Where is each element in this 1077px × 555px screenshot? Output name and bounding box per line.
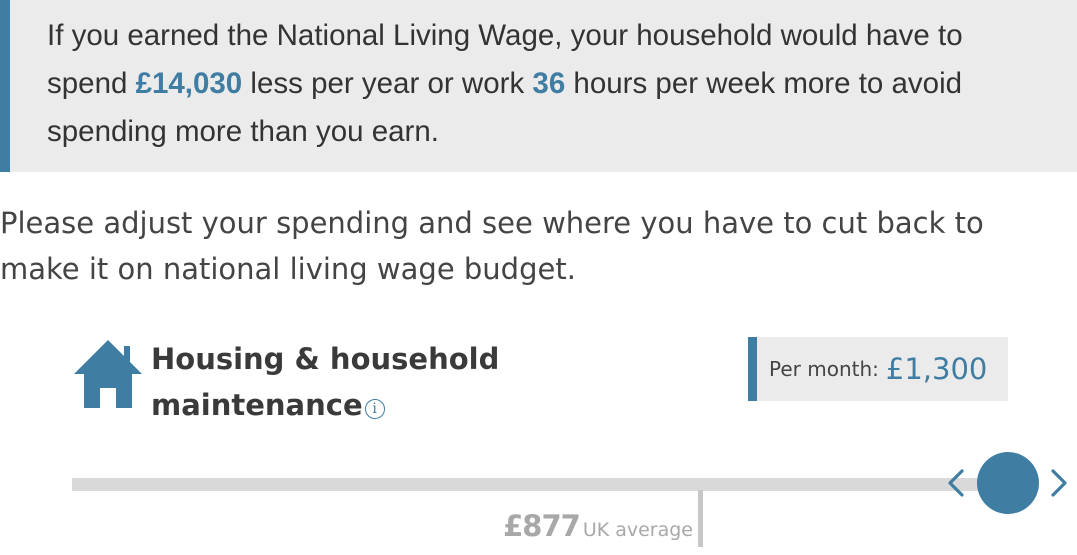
intro-line-1: Please adjust your spending and see wher… xyxy=(0,206,984,240)
category-title-line-1: Housing & household xyxy=(151,342,500,376)
spending-slider-track[interactable] xyxy=(72,478,988,491)
info-icon[interactable]: i xyxy=(364,399,385,419)
uk-average-caption: UK average xyxy=(582,519,693,541)
summary-line-2b: less per year or work xyxy=(242,67,533,100)
intro-line-2: make it on national living wage budget. xyxy=(0,252,576,286)
summary-callout: If you earned the National Living Wage, … xyxy=(0,0,1077,172)
chevron-right-icon[interactable] xyxy=(1046,466,1072,500)
category-title-line-2: maintenance xyxy=(151,388,363,422)
per-month-value: £1,300 xyxy=(885,352,988,386)
summary-line-2a: spend xyxy=(47,67,136,100)
per-month-label: Per month: xyxy=(769,357,879,381)
house-icon xyxy=(74,340,142,408)
uk-average-label: £877 UK average xyxy=(503,509,693,543)
spend-less-amount: £14,030 xyxy=(135,67,243,100)
per-month-box: Per month: £1,300 xyxy=(748,337,1008,401)
spending-slider-thumb[interactable] xyxy=(977,452,1039,514)
intro-text: Please adjust your spending and see wher… xyxy=(0,200,1077,292)
uk-average-value: £877 xyxy=(503,509,581,543)
summary-line-1: If you earned the National Living Wage, … xyxy=(47,19,963,52)
summary-line-3: spending more than you earn. xyxy=(47,115,439,148)
summary-text: If you earned the National Living Wage, … xyxy=(47,12,1077,156)
chevron-left-icon[interactable] xyxy=(943,466,969,500)
summary-line-2c: hours per week more to avoid xyxy=(565,67,963,100)
extra-hours: 36 xyxy=(532,67,566,100)
category-title: Housing & household maintenance i xyxy=(151,336,571,428)
uk-average-marker xyxy=(698,490,703,547)
